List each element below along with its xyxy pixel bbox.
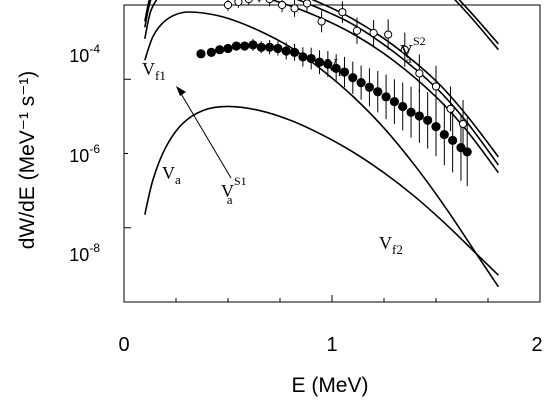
curve-label-vas2: VS2 a [400, 34, 426, 66]
data-point-open [415, 69, 424, 78]
data-point-filled [256, 42, 266, 52]
data-point-open [277, 0, 287, 10]
data-point-open [290, 4, 299, 13]
data-point-open [431, 82, 441, 91]
y-axis-title: dW/dE (MeV⁻¹ s⁻¹) [16, 71, 39, 250]
data-point-filled [331, 63, 341, 73]
data-point-filled [231, 41, 241, 51]
data-point-filled [323, 59, 333, 69]
data-point-filled [364, 82, 375, 92]
data-point-open [369, 28, 378, 38]
data-point-filled [356, 78, 366, 88]
data-point-filled [281, 46, 291, 56]
data-point-filled [289, 47, 300, 57]
data-point-filled [439, 129, 449, 140]
data-point-filled [314, 57, 325, 67]
data-point-filled [414, 111, 424, 121]
annotation-arrow-line [179, 91, 232, 179]
data-point-open [302, 0, 312, 8]
plot-frame [123, 4, 541, 303]
data-point-open [234, 0, 243, 7]
curve-label-vf2: Vf2 [379, 233, 403, 257]
data-point-filled [206, 47, 216, 57]
data-point-filled [273, 43, 283, 54]
data-point-filled [306, 53, 316, 64]
axis-ticks [123, 4, 541, 303]
data-point-filled [339, 67, 350, 77]
data-point-open [317, 17, 326, 26]
curve-label-vr: Vr [325, 55, 343, 79]
data-point-filled [448, 135, 458, 146]
data-point-open [384, 30, 393, 39]
data-point-filled [265, 42, 275, 52]
y-tick-label: 10-6 [69, 142, 100, 166]
data-point-filled [348, 73, 358, 83]
data-point-filled [298, 52, 308, 62]
model-curves [144, 0, 500, 288]
data-point-filled [431, 122, 441, 132]
series-line-curve-low [144, 105, 499, 276]
data-point-open [458, 119, 468, 129]
data-point-open [223, 0, 233, 10]
curve-label-va: Va [162, 163, 181, 187]
data-point-open [352, 26, 362, 35]
data-point-open [338, 8, 347, 17]
x-tick-label: 2 [531, 334, 542, 356]
data-point-filled [196, 49, 206, 59]
annotation-arrowhead [176, 86, 186, 96]
x-tick-label: 0 [118, 334, 129, 356]
data-point-filled [389, 97, 399, 107]
y-tick-label: 10-8 [69, 241, 100, 265]
data-point-filled [462, 147, 472, 157]
x-axis-title: E (MeV) [291, 374, 368, 397]
data-point-filled [381, 92, 391, 102]
x-tick-label: 1 [326, 334, 337, 356]
data-point-filled [406, 107, 416, 117]
data-points [196, 0, 472, 187]
series-line-curve-va [144, 11, 500, 288]
curve-label-vf1: Vf1 [142, 59, 166, 83]
data-point-open [244, 0, 253, 4]
y-tick-label: 10-4 [69, 42, 100, 66]
curve-label-vas1: VS1 a [221, 174, 247, 207]
data-point-open [265, 0, 274, 4]
data-point-filled [373, 87, 383, 97]
data-point-filled [223, 43, 233, 54]
data-point-open [446, 104, 455, 113]
data-point-filled [423, 115, 433, 125]
data-point-open [400, 45, 409, 54]
data-point-filled [240, 41, 250, 51]
data-point-filled [215, 45, 225, 55]
data-point-filled [248, 40, 258, 50]
data-point-filled [398, 101, 408, 112]
